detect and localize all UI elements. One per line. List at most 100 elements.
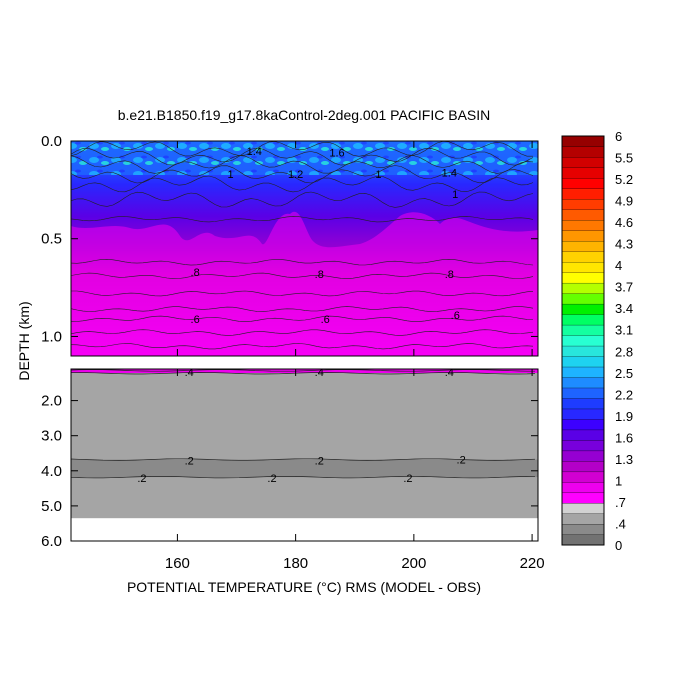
colorbar-swatch — [561, 345, 605, 357]
contour-line — [70, 315, 534, 323]
colorbar-swatch — [561, 419, 605, 431]
x-axis-ticks: 160 180 200 220 — [165, 141, 545, 572]
colorbar-label: .4 — [615, 516, 626, 531]
x-tick-label: 200 — [401, 555, 426, 572]
colorbar-swatch — [561, 303, 605, 315]
colorbar-swatch — [561, 156, 605, 168]
colorbar-label: 4.6 — [615, 215, 633, 230]
colorbar-swatch — [561, 240, 605, 252]
colorbar-swatch — [561, 293, 605, 305]
lower-frame — [70, 368, 539, 542]
colorbar-label: 2.2 — [615, 387, 633, 402]
x-tick-label: 160 — [165, 555, 190, 572]
colorbar-swatch — [561, 408, 605, 420]
colorbar-frame — [561, 135, 605, 546]
contour-line — [70, 140, 533, 157]
contour-line — [70, 343, 534, 350]
colorbar-swatch — [561, 429, 605, 441]
contour-label: .8 — [315, 269, 324, 281]
y-tick-label: 5.0 — [41, 498, 62, 515]
colorbar-swatch — [561, 167, 605, 179]
contour-line — [70, 458, 536, 461]
colorbar-swatch — [561, 450, 605, 462]
contour-label: .2 — [403, 473, 412, 485]
contour-label: .2 — [185, 455, 194, 467]
colorbar-swatch — [561, 188, 605, 200]
colorbar-label: 1.6 — [615, 430, 633, 445]
colorbar-label: 3.4 — [615, 301, 633, 316]
contour-line — [70, 306, 534, 312]
contour-label: 1 — [375, 169, 381, 181]
colorbar-label: 1.9 — [615, 409, 633, 424]
y-tick-label: 0.0 — [41, 133, 62, 150]
colorbar-label: 5.5 — [615, 151, 633, 166]
colorbar-label: 4.9 — [615, 194, 633, 209]
upper-panel: 1.4 1.6 1.4 1.2 1 1 1 .8 .8 .8 .6 .6 .6 — [70, 140, 539, 357]
colorbar-label: 2.8 — [615, 344, 633, 359]
colorbar-swatch — [561, 335, 605, 347]
colorbar-swatch — [561, 471, 605, 483]
colorbar-swatch — [561, 272, 605, 284]
contour-label: .4 — [315, 367, 324, 379]
colorbar-swatch — [561, 523, 605, 535]
contour-label: .8 — [191, 267, 200, 279]
contour-label: 1.6 — [329, 148, 344, 160]
colorbar-swatch — [561, 398, 605, 410]
contour-label: .6 — [321, 314, 330, 326]
contour-label: 1 — [452, 189, 458, 201]
contour-line — [71, 372, 536, 375]
contour-label: .6 — [451, 310, 460, 322]
colorbar-label: 5.2 — [615, 172, 633, 187]
colorbar-label: 6 — [615, 129, 622, 144]
colorbar-label: 4 — [615, 258, 622, 273]
colorbar-swatch — [561, 356, 605, 368]
contour-label: .2 — [267, 473, 276, 485]
colorbar-swatch — [561, 481, 605, 494]
contour-label: .2 — [315, 455, 324, 467]
y-axis-ticks: 0.0 0.5 1.0 2.0 3.0 4.0 5.0 6.0 — [41, 133, 538, 550]
colorbar-swatch — [561, 146, 605, 158]
contour-line — [70, 175, 534, 193]
colorbar-swatch — [561, 282, 605, 294]
contour-label: .2 — [137, 473, 146, 485]
x-tick-label: 220 — [520, 555, 545, 572]
colorbar-swatch — [561, 135, 605, 147]
y-tick-label: 3.0 — [41, 428, 62, 445]
colorbar-swatch — [561, 230, 605, 242]
y-tick-label: 2.0 — [41, 393, 62, 410]
lower-contour-lines — [70, 369, 536, 479]
contour-label: 1 — [228, 169, 234, 181]
contour-line — [70, 165, 534, 184]
y-tick-label: 6.0 — [41, 533, 62, 550]
colorbar-swatch — [561, 177, 605, 189]
colorbar-label: 4.3 — [615, 237, 633, 252]
y-axis-label: DEPTH (km) — [16, 301, 32, 380]
chart-title: b.e21.B1850.f19_g17.8kaControl-2deg.001 … — [118, 107, 491, 123]
contour-label: 1.4 — [247, 146, 262, 158]
upper-frame — [70, 140, 539, 357]
contour-label: .4 — [185, 367, 194, 379]
y-tick-label: 4.0 — [41, 463, 62, 480]
contour-line — [70, 369, 535, 372]
upper-contour-lines — [70, 140, 534, 350]
contour-label: 1.2 — [288, 169, 303, 181]
contour-line — [70, 147, 534, 166]
colorbar-swatch — [561, 513, 605, 525]
contour-line — [71, 290, 534, 297]
colorbar-label: 2.5 — [615, 366, 633, 381]
colorbar-swatch — [561, 377, 605, 389]
x-tick-label: 180 — [283, 555, 308, 572]
upper-contour-labels: 1.4 1.6 1.4 1.2 1 1 1 .8 .8 .8 .6 .6 .6 — [191, 146, 460, 326]
lower-panel: .4 .4 .4 .2 .2 .2 .2 .2 .2 — [70, 367, 539, 542]
colorbar-label: 3.1 — [615, 323, 633, 338]
x-axis-label: POTENTIAL TEMPERATURE (°C) RMS (MODEL - … — [127, 579, 481, 595]
colorbar-labels: 6 5.5 5.2 4.9 4.6 4.3 4 3.7 3.4 3.1 2.8 2.5 2.2 1.9 1.… — [615, 129, 633, 553]
contour-line — [70, 258, 534, 266]
colorbar-swatch — [561, 366, 605, 378]
lower-contour-labels: .4 .4 .4 .2 .2 .2 .2 .2 .2 — [137, 367, 465, 485]
contour-line — [70, 272, 534, 279]
contour-label: .8 — [445, 269, 454, 281]
colorbar-swatch — [561, 251, 605, 263]
magenta-plume-contour — [71, 211, 538, 356]
